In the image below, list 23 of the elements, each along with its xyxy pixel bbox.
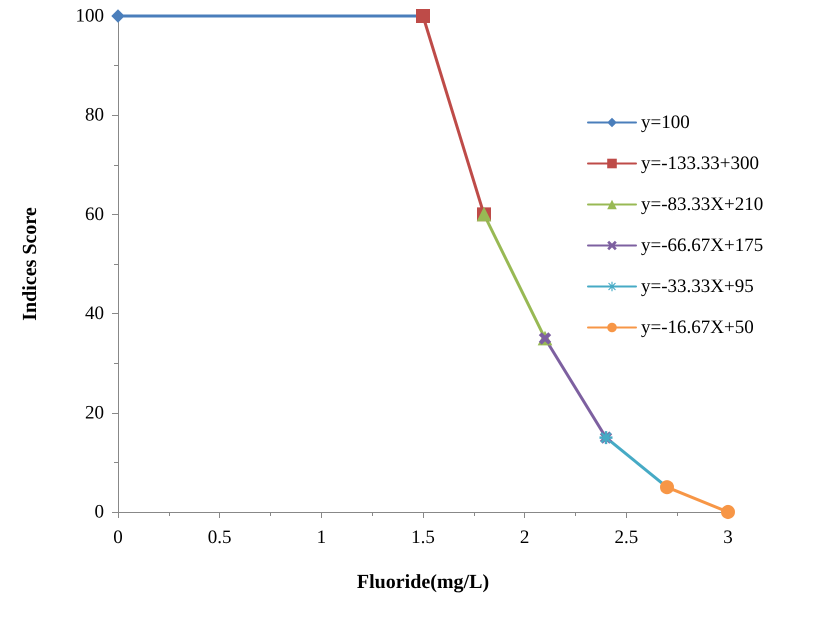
legend-label: y=-133.33+300 [641, 153, 760, 174]
y-tick-label: 0 [94, 502, 104, 522]
point [112, 10, 124, 22]
x-tick-label: 2 [520, 527, 530, 548]
legend-label: y=-16.67X+50 [641, 317, 754, 338]
y-tick-label: 80 [85, 104, 104, 126]
legend-label: y=-83.33X+210 [641, 194, 764, 215]
x-axis-title: Fluoride(mg/L) [356, 571, 490, 593]
x-tick-label: 3 [723, 527, 733, 548]
y-tick-label: 40 [85, 303, 104, 324]
x-tick-label: 1 [316, 527, 326, 548]
y-axis-title: Indices Score [19, 207, 41, 321]
legend-label: y=100 [641, 112, 690, 133]
point [721, 505, 735, 519]
x-tick-label: 2.5 [614, 527, 638, 548]
legend-label: y=-66.67X+175 [641, 235, 764, 256]
y-tick-label: 20 [85, 402, 104, 424]
x-tick-label: 0.5 [208, 527, 232, 548]
x-tick-label: 0 [113, 527, 123, 548]
y-tick-label: 60 [85, 204, 104, 225]
x-tick-label: 1.5 [411, 527, 435, 548]
legend-label: y=-33.33X+95 [641, 276, 754, 297]
y-tick-label: 100 [76, 6, 104, 26]
